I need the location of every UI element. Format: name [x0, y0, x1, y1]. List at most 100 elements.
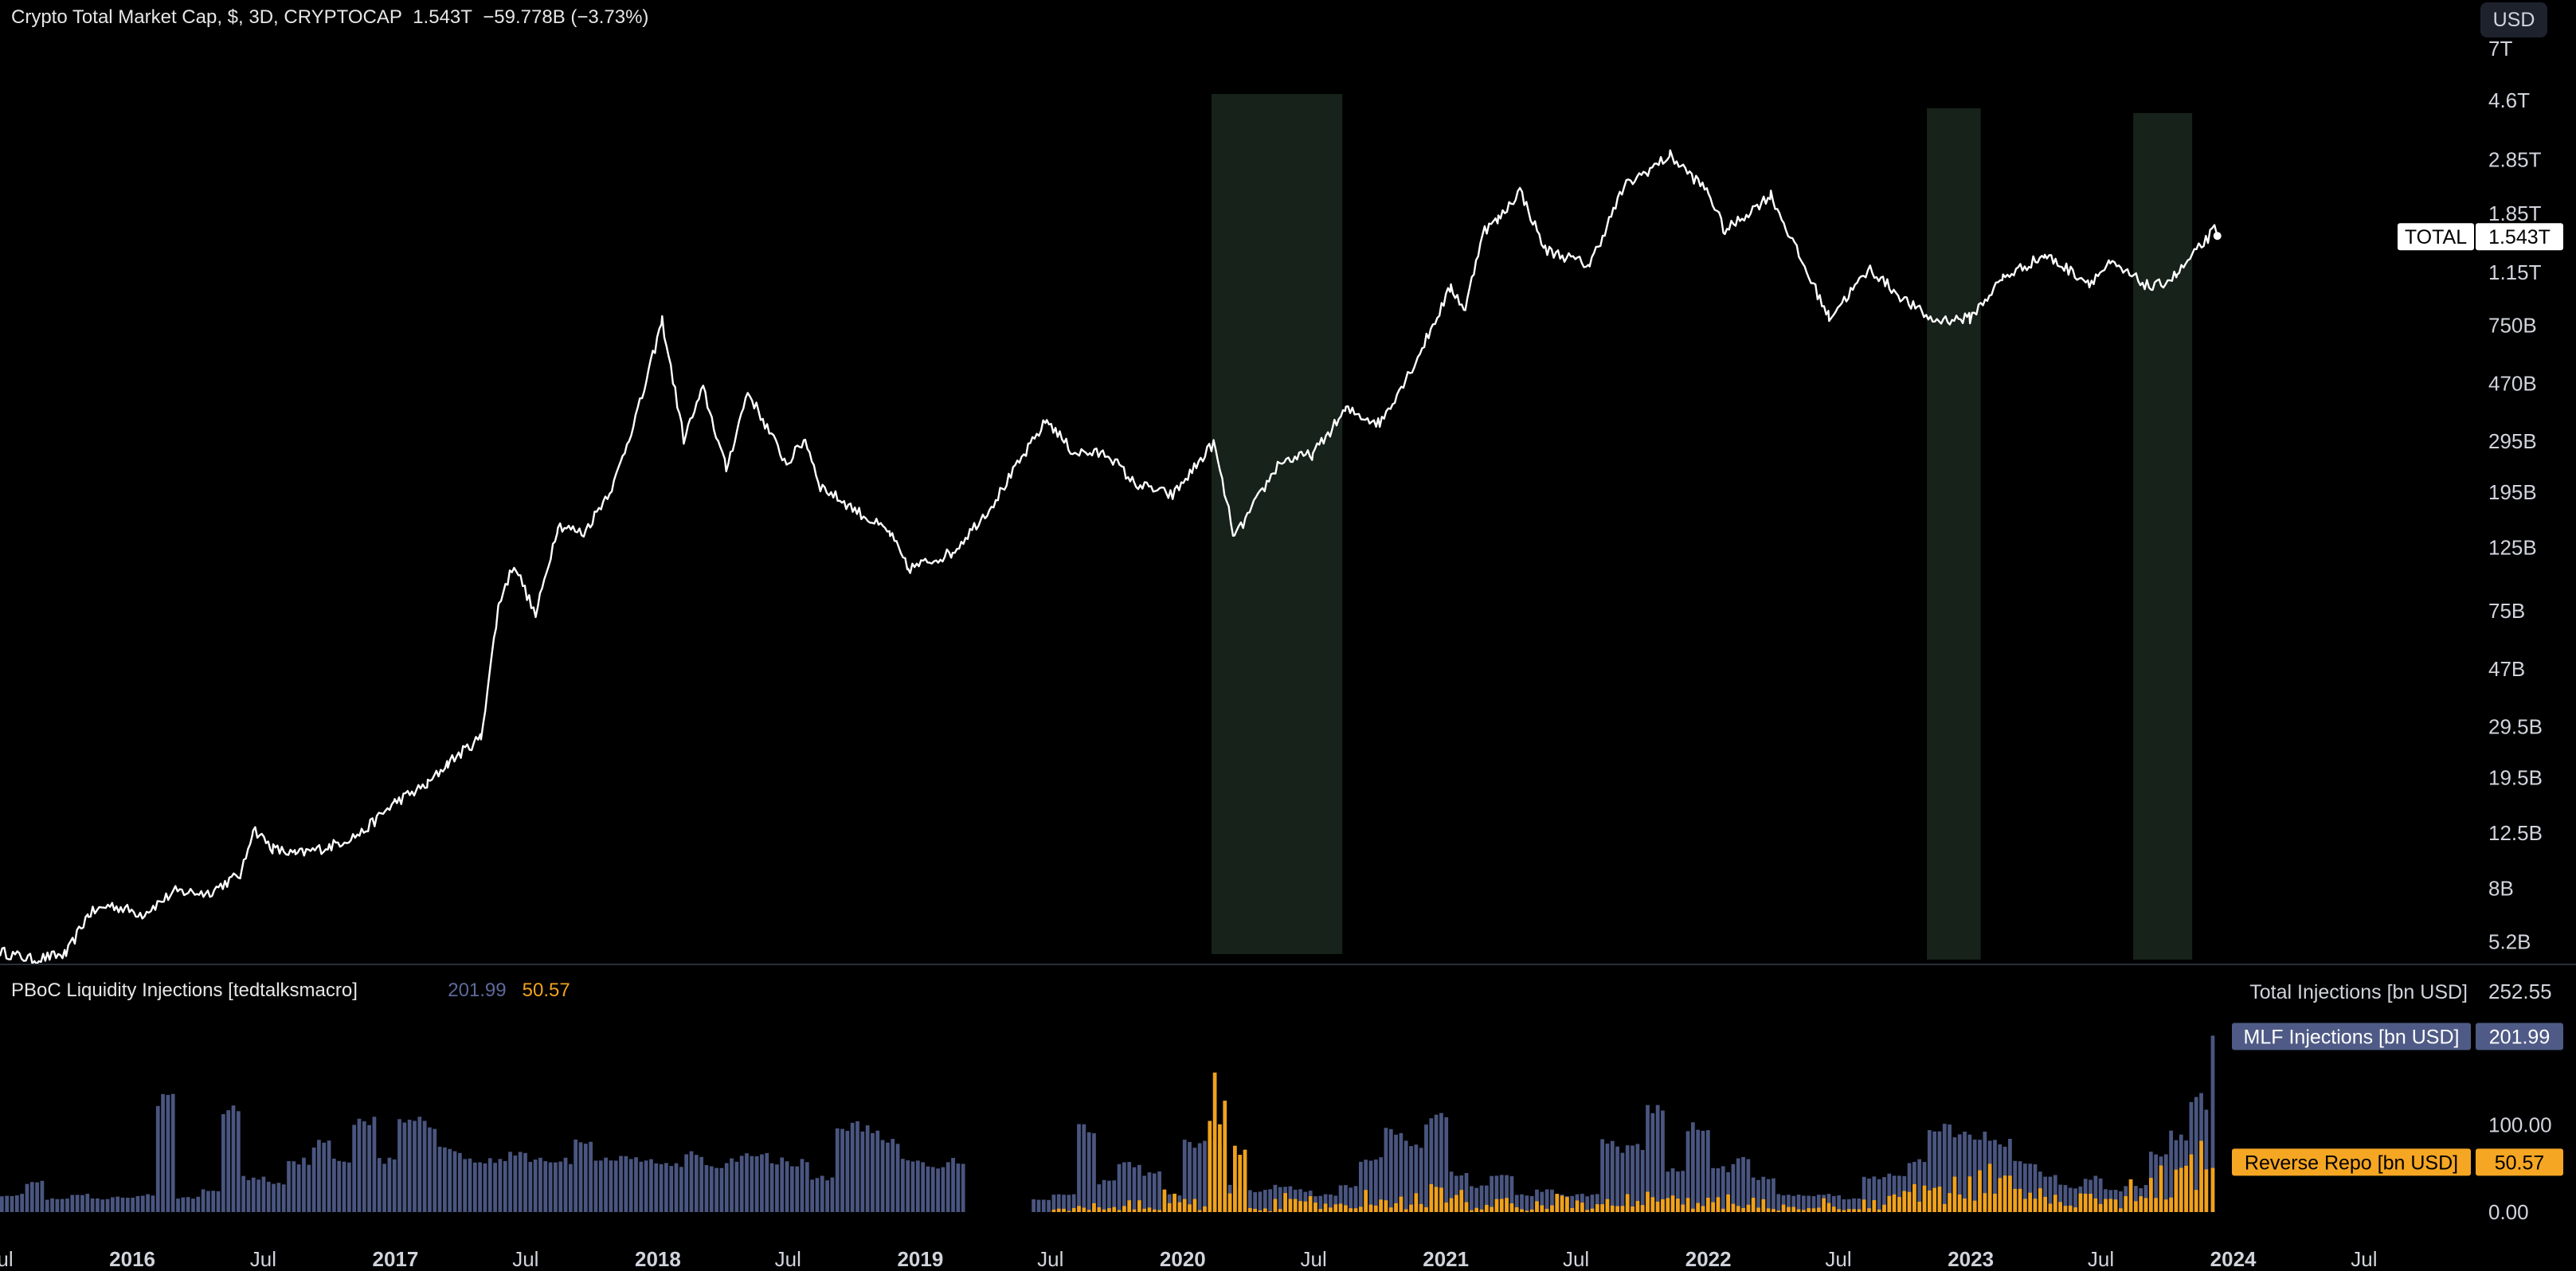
- reverse-repo-bar: [2008, 1175, 2012, 1212]
- mlf-bar: [513, 1156, 518, 1212]
- mlf-bar: [276, 1183, 281, 1212]
- mlf-bar: [422, 1120, 427, 1212]
- mlf-bar: [1837, 1195, 1841, 1212]
- mlf-bar: [1625, 1145, 1630, 1212]
- reverse-repo-bar: [1837, 1209, 1841, 1212]
- mlf-bar: [1721, 1166, 1725, 1212]
- reverse-repo-bar: [1469, 1210, 1474, 1212]
- mlf-bar: [865, 1125, 870, 1212]
- mlf-bar: [669, 1166, 674, 1212]
- reverse-repo-bar: [1796, 1209, 1801, 1212]
- mlf-bar: [448, 1148, 452, 1212]
- reverse-repo-bar: [2159, 1165, 2163, 1212]
- reverse-repo-bar: [1816, 1207, 1821, 1212]
- reverse-repo-bar: [1218, 1124, 1222, 1212]
- mlf-bar: [1479, 1185, 1484, 1212]
- reverse-repo-bar: [2098, 1203, 2103, 1212]
- mlf-bar: [1338, 1185, 1343, 1212]
- currency-button[interactable]: USD: [2480, 2, 2547, 37]
- reverse-repo-bar: [1514, 1206, 1519, 1212]
- mlf-bar: [628, 1159, 633, 1212]
- reverse-repo-bar: [2163, 1199, 2168, 1212]
- mlf-bar: [543, 1161, 548, 1212]
- reverse-repo-bar: [1142, 1208, 1147, 1212]
- price-tick-label: 19.5B: [2488, 766, 2543, 790]
- reverse-repo-bar: [1399, 1196, 1403, 1212]
- reverse-repo-bar: [2119, 1208, 2123, 1212]
- reverse-repo-bar: [1544, 1208, 1549, 1212]
- reverse-repo-bar: [1419, 1203, 1423, 1212]
- time-axis[interactable]: Jul 2016 Jul 2017 Jul 2018 Jul 2019 Jul 2020 Jul 20…: [0, 1247, 2377, 1271]
- reverse-repo-bar: [1499, 1199, 1504, 1212]
- mlf-bar: [568, 1163, 573, 1212]
- reverse-repo-bar: [1867, 1208, 1871, 1212]
- mlf-bar: [1127, 1162, 1132, 1212]
- reverse-repo-bar: [2199, 1140, 2203, 1212]
- price-axis[interactable]: 7T 4.6T 2.85T 1.85T 1.15T 750B 470B 295B 195B 125…: [2488, 37, 2543, 954]
- mlf-bar: [679, 1167, 683, 1212]
- mlf-bar: [523, 1152, 527, 1212]
- reverse-repo-bar: [1872, 1200, 1877, 1212]
- mlf-bar: [272, 1183, 276, 1212]
- highlight-period: [1211, 94, 1343, 954]
- reverse-repo-bar: [1666, 1198, 1670, 1212]
- reverse-repo-bar: [1631, 1206, 1634, 1212]
- reverse-repo-bar: [1726, 1194, 1730, 1212]
- mlf-bar: [111, 1197, 115, 1212]
- mlf-bar: [1333, 1195, 1338, 1212]
- reverse-repo-bar: [1067, 1210, 1071, 1212]
- reverse-repo-bar: [1650, 1197, 1655, 1212]
- mlf-bar: [1464, 1173, 1469, 1212]
- time-tick-label: 2023: [1948, 1247, 1994, 1271]
- mlf-bar: [875, 1130, 880, 1212]
- indicator-title[interactable]: PBoC Liquidity Injections [tedtalksmacro…: [11, 980, 358, 1001]
- total-label-tag-bg: [2398, 223, 2474, 251]
- price-tick-label: 75B: [2488, 599, 2525, 623]
- reverse-repo-bar: [2134, 1201, 2138, 1212]
- mlf-bar: [397, 1119, 401, 1212]
- reverse-repo-bar: [1097, 1207, 1102, 1212]
- reverse-repo-bar: [2108, 1199, 2113, 1212]
- mlf-bar: [191, 1199, 195, 1212]
- reverse-repo-bar: [2143, 1198, 2148, 1212]
- mlf-bar: [659, 1163, 664, 1212]
- reverse-repo-bar: [1963, 1198, 1967, 1212]
- last-value: 1.543T: [413, 6, 472, 28]
- mlf-bar: [1967, 1134, 1972, 1212]
- mlf-bar: [10, 1195, 14, 1212]
- mlf-bar: [1646, 1105, 1650, 1212]
- reverse-repo-bar: [1600, 1204, 1605, 1212]
- mlf-bar: [211, 1191, 216, 1212]
- mlf-bar: [930, 1167, 935, 1212]
- reverse-repo-bar: [1494, 1199, 1499, 1212]
- rr-name-tag-bg: [2232, 1148, 2471, 1176]
- indicator-axis[interactable]: 252.55 100.00 0.00: [2488, 980, 2552, 1224]
- mlf-bar: [1877, 1179, 1881, 1212]
- mlf-bar: [714, 1167, 718, 1212]
- reverse-repo-bar: [1882, 1204, 1886, 1212]
- mlf-bar: [322, 1142, 327, 1212]
- mlf-bar: [346, 1162, 351, 1212]
- mlf-bar: [1661, 1110, 1665, 1212]
- reverse-repo-bar: [1529, 1209, 1534, 1212]
- reverse-repo-bar: [1212, 1072, 1217, 1212]
- symbol-title[interactable]: Crypto Total Market Cap, $, 3D, CRYPTOCA…: [11, 6, 402, 28]
- mlf-bar: [1379, 1157, 1383, 1212]
- reverse-repo-bar: [1278, 1209, 1282, 1212]
- mlf-bar: [835, 1128, 840, 1212]
- reverse-repo-bar: [1640, 1205, 1645, 1212]
- reverse-repo-bar: [1167, 1203, 1172, 1212]
- price-tick-label: 47B: [2488, 657, 2525, 681]
- reverse-repo-bar: [1580, 1203, 1584, 1212]
- mlf-bar: [1525, 1195, 1529, 1212]
- reverse-repo-bar: [1434, 1187, 1439, 1212]
- mlf-bar: [719, 1167, 724, 1212]
- price-tick-label: 2.85T: [2488, 148, 2542, 172]
- mlf-bar: [327, 1140, 331, 1212]
- reverse-repo-bar: [2124, 1195, 2128, 1212]
- reverse-repo-bar: [1384, 1200, 1388, 1212]
- reverse-repo-bar: [2043, 1196, 2048, 1212]
- mlf-bar: [609, 1160, 613, 1212]
- reverse-repo-bar: [1197, 1210, 1202, 1212]
